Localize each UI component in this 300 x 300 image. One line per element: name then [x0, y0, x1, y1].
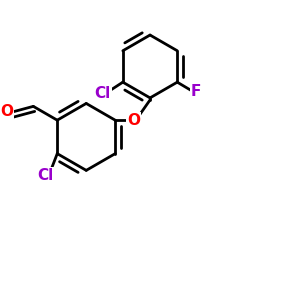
Text: Cl: Cl — [37, 168, 53, 183]
Text: F: F — [191, 84, 201, 99]
Text: O: O — [1, 103, 13, 118]
Text: Cl: Cl — [94, 86, 111, 101]
Text: O: O — [127, 113, 140, 128]
